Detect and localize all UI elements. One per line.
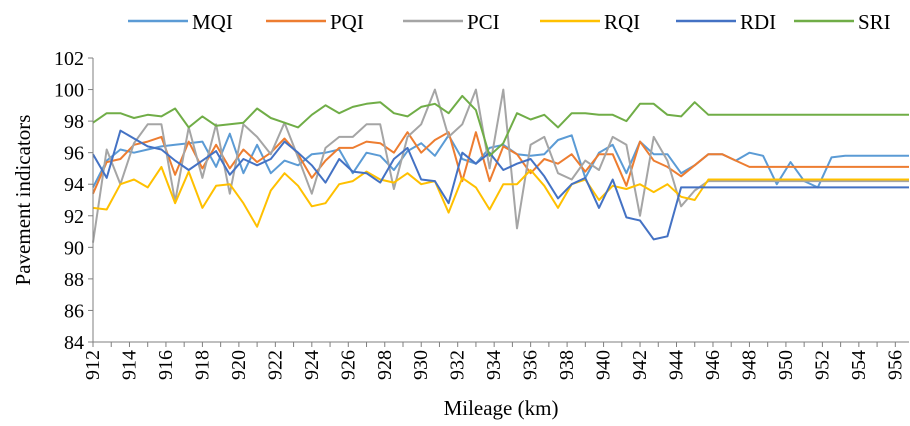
x-axis-title: Mileage (km)	[444, 396, 559, 420]
x-tick-label: 934	[483, 350, 505, 380]
series-lines	[92, 88, 909, 243]
x-tick-label: 948	[738, 350, 760, 380]
x-tick-label: 914	[118, 350, 140, 380]
y-tick-label: 98	[64, 111, 84, 133]
legend-label-sri: SRI	[858, 10, 891, 34]
legend-label-mqi: MQI	[192, 10, 233, 34]
y-tick-label: 88	[64, 269, 84, 291]
x-tick-label: 924	[301, 350, 323, 380]
y-tick-label: 84	[64, 332, 84, 354]
legend: MQI PQI PCI RQI RDI SRI	[128, 10, 891, 34]
x-tick-label: 920	[228, 350, 250, 380]
series-line-sri	[92, 94, 909, 157]
x-tick-label: 928	[374, 350, 396, 380]
x-tick-label: 940	[593, 350, 615, 380]
x-tick-label: 922	[264, 350, 286, 380]
x-tick-label: 952	[811, 350, 833, 380]
y-tick-label: 92	[64, 206, 84, 228]
x-tick-label: 956	[884, 350, 906, 380]
x-tick-label: 932	[447, 350, 469, 380]
series-line-pqi	[92, 131, 909, 195]
x-axis-ticks: 912 914 916 918 920 922 924 926 928 930 932 934 936 9…	[82, 342, 906, 380]
legend-label-rqi: RQI	[604, 10, 640, 34]
series-line-pci	[92, 88, 909, 243]
x-tick-label: 944	[666, 350, 688, 380]
x-tick-label: 950	[775, 350, 797, 380]
x-tick-label: 942	[629, 350, 651, 380]
x-tick-label: 954	[848, 350, 870, 380]
x-tick-label: 938	[556, 350, 578, 380]
series-line-rdi	[92, 129, 909, 241]
y-tick-label: 96	[64, 143, 84, 165]
series-line-rqi	[92, 165, 909, 228]
x-tick-label: 916	[155, 350, 177, 380]
y-tick-label: 102	[54, 48, 84, 70]
x-tick-label: 912	[82, 350, 104, 380]
axes	[92, 58, 909, 343]
x-tick-label: 918	[191, 350, 213, 380]
series-line-mqi	[92, 132, 909, 189]
legend-label-pqi: PQI	[330, 10, 364, 34]
y-tick-label: 86	[64, 300, 84, 322]
x-tick-label: 930	[410, 350, 432, 380]
x-tick-label: 936	[520, 350, 542, 380]
y-tick-label: 100	[54, 80, 84, 102]
legend-label-rdi: RDI	[740, 10, 776, 34]
y-tick-label: 90	[64, 237, 84, 259]
y-tick-label: 94	[64, 174, 84, 196]
y-axis-title: Pavement indicators	[11, 115, 35, 286]
x-tick-label: 946	[702, 350, 724, 380]
legend-label-pci: PCI	[467, 10, 500, 34]
x-tick-label: 926	[337, 350, 359, 380]
y-axis-ticks: 84 86 88 90 92 94 96 98 100 102	[54, 48, 93, 354]
